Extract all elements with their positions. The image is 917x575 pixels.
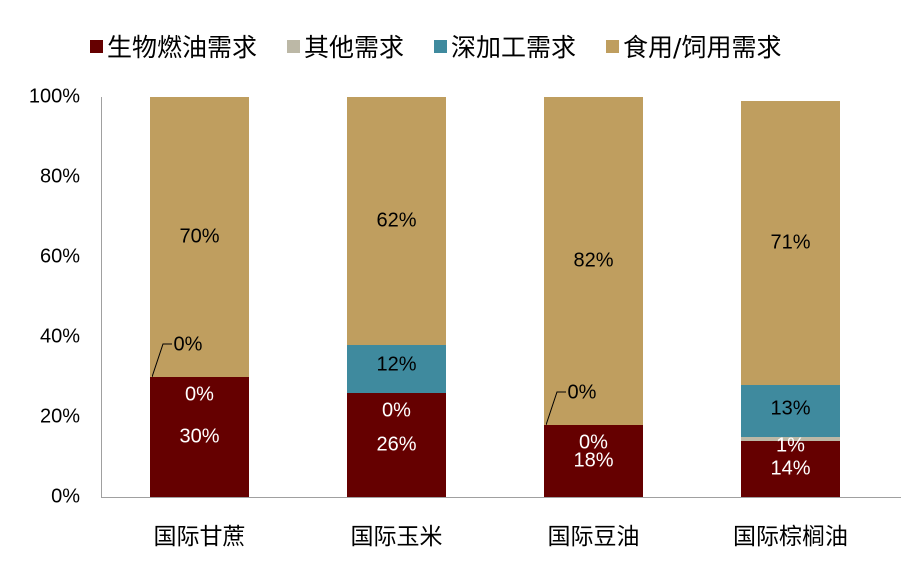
y-axis-line: [101, 97, 102, 497]
legend-item: 深加工需求: [434, 28, 576, 64]
bar-segment: [544, 425, 643, 497]
bar-1: [347, 97, 446, 497]
bar-segment: [544, 97, 643, 425]
leader-line: [152, 343, 172, 378]
legend-label: 深加工需求: [451, 33, 577, 62]
bar-segment: [150, 377, 249, 497]
bar-segment: [741, 385, 840, 437]
data-label: 0%: [382, 399, 411, 422]
legend-swatch: [434, 39, 448, 53]
data-label: 0%: [579, 431, 608, 454]
bar-segment: [347, 393, 446, 497]
y-tick-label: 20%: [39, 405, 80, 428]
data-label: 0%: [173, 333, 203, 356]
data-label: 0%: [185, 383, 214, 406]
legend-label: 食用/饲用需求: [623, 33, 782, 62]
leader-line: [546, 391, 566, 426]
x-tick-label: 国际豆油: [547, 524, 640, 550]
legend-item: 食用/饲用需求: [606, 28, 781, 64]
bar-segment: [741, 441, 840, 497]
bar-segment: [741, 101, 840, 385]
x-tick-label: 国际棕榈油: [733, 524, 848, 550]
data-label: 14%: [770, 457, 811, 480]
data-label: 62%: [376, 209, 417, 232]
data-label: 70%: [179, 225, 220, 248]
legend-item: 其他需求: [287, 28, 404, 64]
bar-segment: [741, 437, 840, 441]
bar-segment: [347, 97, 446, 345]
legend-item: 生物燃油需求: [90, 28, 257, 64]
y-tick-label: 100%: [28, 85, 80, 108]
data-label: 1%: [776, 434, 805, 457]
legend-swatch: [90, 39, 103, 53]
legend-swatch: [287, 39, 301, 53]
bar-0: [150, 97, 249, 497]
data-label: 30%: [179, 425, 220, 448]
x-tick-label: 国际玉米: [350, 524, 443, 550]
data-label: 0%: [567, 381, 597, 404]
chart-legend: 生物燃油需求 其他需求 深加工需求 食用/饲用需求: [90, 28, 811, 64]
data-label: 13%: [770, 397, 811, 420]
bar-segment: [347, 345, 446, 393]
y-tick-label: 40%: [39, 325, 80, 348]
y-tick-label: 0%: [51, 485, 80, 508]
bar-3: [741, 97, 840, 497]
legend-label: 生物燃油需求: [107, 33, 258, 62]
legend-label: 其他需求: [304, 33, 405, 62]
legend-swatch: [606, 39, 620, 53]
data-label: 26%: [376, 433, 417, 456]
data-label: 71%: [770, 231, 811, 254]
data-label: 18%: [573, 449, 614, 472]
x-axis-line: [101, 497, 901, 498]
bar-2: [544, 97, 643, 497]
y-tick-label: 60%: [39, 245, 80, 268]
data-label: 12%: [376, 353, 417, 376]
bar-segment: [150, 97, 249, 377]
data-label: 82%: [573, 249, 614, 272]
y-tick-label: 80%: [39, 165, 80, 188]
x-tick-label: 国际甘蔗: [153, 524, 246, 550]
